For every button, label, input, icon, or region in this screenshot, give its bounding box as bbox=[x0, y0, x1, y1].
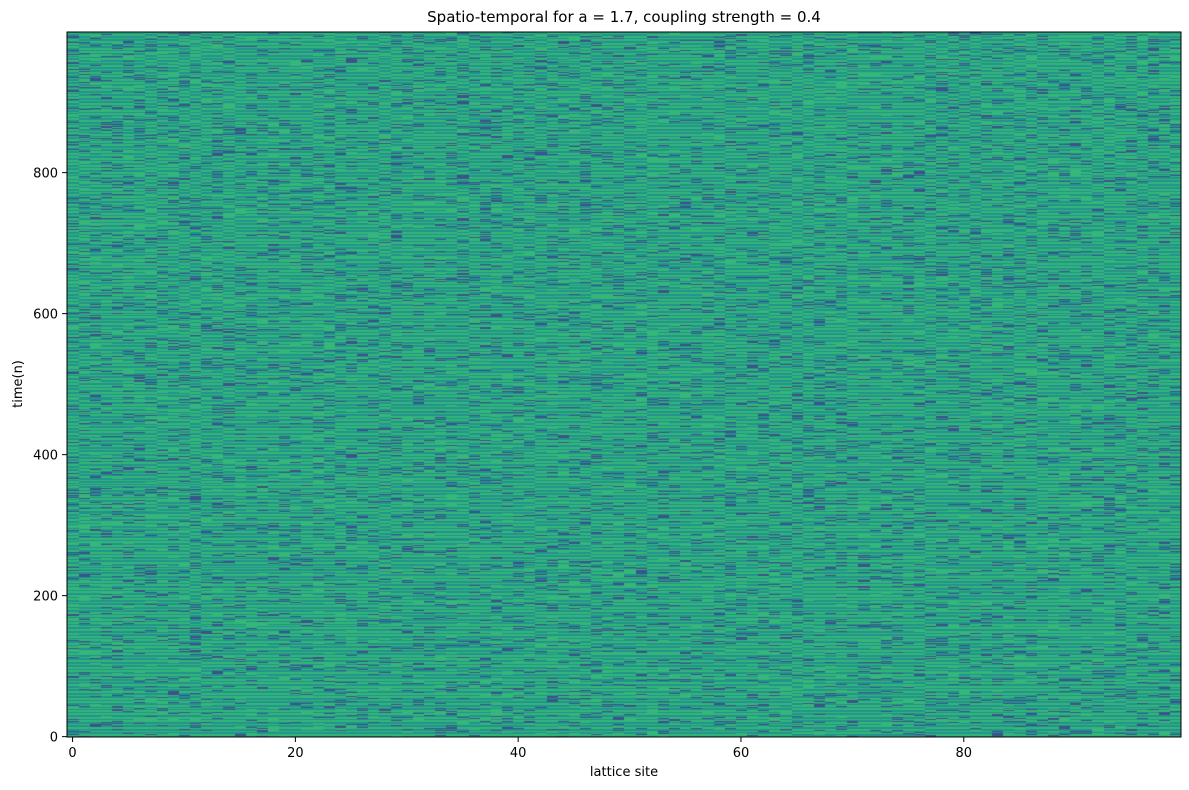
plot-area bbox=[66, 31, 1182, 738]
y-tick-label: 800 bbox=[33, 167, 58, 182]
x-tick-label: 20 bbox=[287, 746, 304, 761]
x-tick-label: 80 bbox=[955, 746, 972, 761]
plot-frame bbox=[66, 31, 1182, 738]
x-tick-label: 60 bbox=[733, 746, 750, 761]
y-tick-label: 0 bbox=[50, 731, 58, 746]
y-tick-label: 200 bbox=[33, 590, 58, 605]
y-tick-label: 400 bbox=[33, 449, 58, 464]
x-tick-label: 0 bbox=[68, 746, 76, 761]
chart-title: Spatio-temporal for a = 1.7, coupling st… bbox=[427, 8, 821, 26]
y-axis: 0 200 400 600 800 bbox=[33, 167, 67, 746]
y-axis-label: time(n) bbox=[11, 360, 26, 408]
x-tick-label: 40 bbox=[510, 746, 527, 761]
heatmap-canvas bbox=[67, 32, 1181, 737]
y-tick-label: 600 bbox=[33, 308, 58, 323]
heatmap-canvas-wrapper bbox=[67, 32, 1181, 737]
x-axis: 0 20 40 60 80 bbox=[68, 737, 972, 761]
x-axis-label: lattice site bbox=[590, 765, 658, 780]
